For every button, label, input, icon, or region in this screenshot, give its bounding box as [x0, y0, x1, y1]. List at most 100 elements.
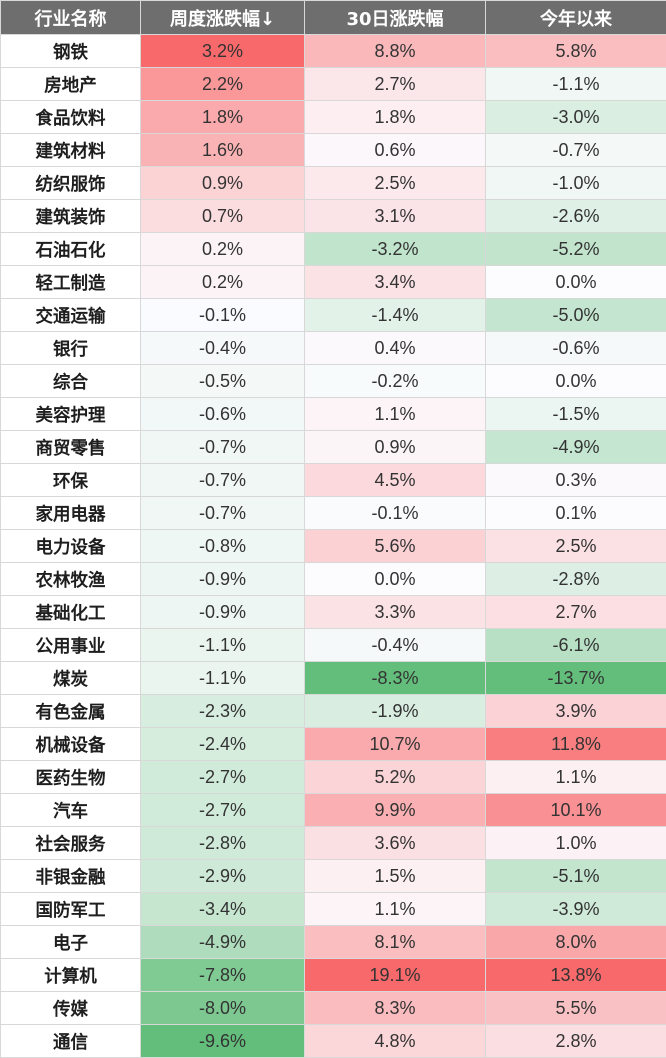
d30-change-cell: 10.7% [305, 728, 486, 761]
header-row: 行业名称 周度涨跌幅↓ 30日涨跌幅 今年以来 [1, 1, 666, 35]
table-row: 传媒-8.0%8.3%5.5% [1, 992, 666, 1025]
table-row: 电力设备-0.8%5.6%2.5% [1, 530, 666, 563]
d30-change-cell: 1.1% [305, 398, 486, 431]
table-row: 计算机-7.8%19.1%13.8% [1, 959, 666, 992]
table-row: 家用电器-0.7%-0.1%0.1% [1, 497, 666, 530]
d30-change-cell: -0.2% [305, 365, 486, 398]
weekly-change-cell: -2.7% [141, 794, 305, 827]
d30-change-cell: 0.9% [305, 431, 486, 464]
d30-change-cell: 8.3% [305, 992, 486, 1025]
industry-cell: 社会服务 [1, 827, 141, 860]
weekly-change-cell: -8.0% [141, 992, 305, 1025]
table-row: 环保-0.7%4.5%0.3% [1, 464, 666, 497]
industry-cell: 银行 [1, 332, 141, 365]
d30-change-cell: 5.6% [305, 530, 486, 563]
d30-change-cell: -0.4% [305, 629, 486, 662]
weekly-change-cell: 0.2% [141, 266, 305, 299]
weekly-change-cell: -1.1% [141, 629, 305, 662]
weekly-change-cell: 2.2% [141, 68, 305, 101]
ytd-change-cell: 1.0% [486, 827, 666, 860]
table-row: 银行-0.4%0.4%-0.6% [1, 332, 666, 365]
ytd-change-cell: -1.1% [486, 68, 666, 101]
weekly-change-cell: -0.5% [141, 365, 305, 398]
industry-cell: 钢铁 [1, 35, 141, 68]
ytd-change-cell: 8.0% [486, 926, 666, 959]
ytd-change-cell: 0.0% [486, 365, 666, 398]
industry-cell: 计算机 [1, 959, 141, 992]
d30-change-cell: 19.1% [305, 959, 486, 992]
d30-change-cell: -1.4% [305, 299, 486, 332]
ytd-change-cell: 2.7% [486, 596, 666, 629]
weekly-change-cell: -9.6% [141, 1025, 305, 1058]
industry-cell: 汽车 [1, 794, 141, 827]
weekly-change-cell: -2.9% [141, 860, 305, 893]
table-row: 医药生物-2.7%5.2%1.1% [1, 761, 666, 794]
weekly-change-cell: 0.2% [141, 233, 305, 266]
industry-cell: 医药生物 [1, 761, 141, 794]
weekly-change-cell: -2.8% [141, 827, 305, 860]
table-row: 美容护理-0.6%1.1%-1.5% [1, 398, 666, 431]
d30-change-cell: 1.8% [305, 101, 486, 134]
weekly-change-cell: -0.9% [141, 563, 305, 596]
industry-cell: 通信 [1, 1025, 141, 1058]
d30-change-cell: 1.1% [305, 893, 486, 926]
ytd-change-cell: -6.1% [486, 629, 666, 662]
ytd-change-cell: -1.0% [486, 167, 666, 200]
d30-change-cell: 2.7% [305, 68, 486, 101]
weekly-change-cell: -0.1% [141, 299, 305, 332]
industry-cell: 交通运输 [1, 299, 141, 332]
weekly-change-cell: -0.7% [141, 464, 305, 497]
weekly-change-cell: -2.4% [141, 728, 305, 761]
ytd-change-cell: -5.1% [486, 860, 666, 893]
weekly-change-cell: -7.8% [141, 959, 305, 992]
table-row: 交通运输-0.1%-1.4%-5.0% [1, 299, 666, 332]
ytd-change-cell: -3.0% [486, 101, 666, 134]
ytd-change-cell: -13.7% [486, 662, 666, 695]
ytd-change-cell: 2.8% [486, 1025, 666, 1058]
industry-cell: 电力设备 [1, 530, 141, 563]
industry-cell: 轻工制造 [1, 266, 141, 299]
table-row: 电子-4.9%8.1%8.0% [1, 926, 666, 959]
weekly-change-cell: -0.9% [141, 596, 305, 629]
industry-cell: 公用事业 [1, 629, 141, 662]
weekly-change-cell: 1.6% [141, 134, 305, 167]
d30-change-cell: 3.4% [305, 266, 486, 299]
industry-cell: 电子 [1, 926, 141, 959]
ytd-change-cell: -5.0% [486, 299, 666, 332]
industry-cell: 环保 [1, 464, 141, 497]
weekly-change-cell: -0.4% [141, 332, 305, 365]
weekly-change-cell: -0.7% [141, 497, 305, 530]
ytd-change-cell: 3.9% [486, 695, 666, 728]
table-row: 农林牧渔-0.9%0.0%-2.8% [1, 563, 666, 596]
d30-change-cell: 9.9% [305, 794, 486, 827]
header-weekly-change[interactable]: 周度涨跌幅↓ [141, 1, 305, 35]
ytd-change-cell: 5.8% [486, 35, 666, 68]
industry-cell: 建筑装饰 [1, 200, 141, 233]
weekly-change-cell: -4.9% [141, 926, 305, 959]
table-row: 综合-0.5%-0.2%0.0% [1, 365, 666, 398]
ytd-change-cell: 0.3% [486, 464, 666, 497]
header-ytd-change[interactable]: 今年以来 [486, 1, 666, 35]
d30-change-cell: 3.6% [305, 827, 486, 860]
header-industry[interactable]: 行业名称 [1, 1, 141, 35]
table-row: 汽车-2.7%9.9%10.1% [1, 794, 666, 827]
d30-change-cell: -0.1% [305, 497, 486, 530]
d30-change-cell: 2.5% [305, 167, 486, 200]
weekly-change-cell: -0.8% [141, 530, 305, 563]
industry-cell: 商贸零售 [1, 431, 141, 464]
table-row: 国防军工-3.4%1.1%-3.9% [1, 893, 666, 926]
ytd-change-cell: 10.1% [486, 794, 666, 827]
d30-change-cell: 5.2% [305, 761, 486, 794]
industry-cell: 石油石化 [1, 233, 141, 266]
weekly-change-cell: 0.7% [141, 200, 305, 233]
table-row: 非银金融-2.9%1.5%-5.1% [1, 860, 666, 893]
industry-cell: 非银金融 [1, 860, 141, 893]
table-row: 有色金属-2.3%-1.9%3.9% [1, 695, 666, 728]
industry-cell: 农林牧渔 [1, 563, 141, 596]
header-30d-change[interactable]: 30日涨跌幅 [305, 1, 486, 35]
d30-change-cell: 0.4% [305, 332, 486, 365]
